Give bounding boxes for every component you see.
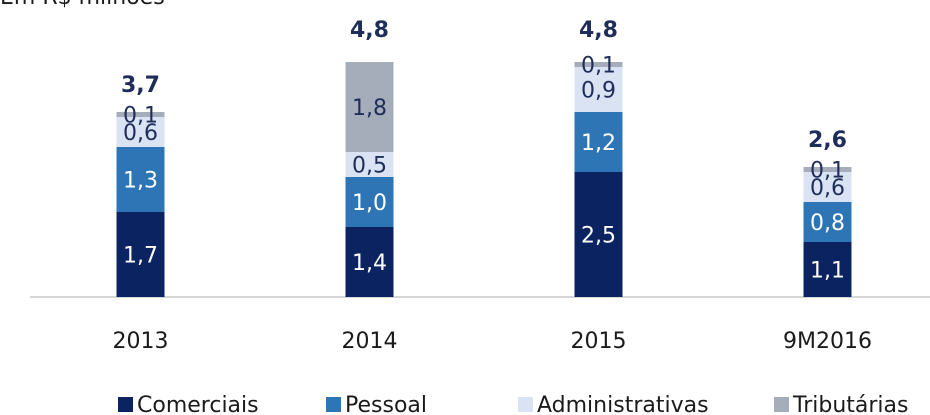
x-tick-label: 2013: [113, 329, 169, 354]
bar-segment: [345, 227, 394, 297]
legend-label: Administrativas: [537, 393, 709, 415]
chart-title: Em R$ milhões: [0, 0, 165, 10]
value-label: 1,2: [581, 131, 616, 156]
legend-label: Pessoal: [345, 393, 427, 415]
value-label: 2,5: [581, 224, 616, 249]
bar-segment: [116, 147, 165, 212]
bar-segment: [803, 167, 852, 172]
value-label: 0,5: [352, 154, 387, 179]
bar-segment: [803, 202, 852, 242]
total-label: 4,8: [579, 18, 618, 43]
bar-segment: [116, 212, 165, 297]
bar-segment: [345, 177, 394, 227]
legend-label: Tributárias: [792, 393, 908, 415]
x-tick-label: 9M2016: [783, 329, 872, 354]
total-label: 3,7: [121, 73, 160, 98]
value-label: 1,0: [352, 191, 387, 216]
bar-segment: [574, 67, 623, 112]
legend-swatch: [326, 397, 341, 412]
bar-segment: [574, 172, 623, 297]
bar-segment: [116, 117, 165, 147]
x-tick-label: 2014: [342, 329, 398, 354]
value-label: 0,1: [123, 104, 158, 129]
bar-segment: [345, 62, 394, 152]
bar-segment: [574, 112, 623, 172]
value-label: 1,1: [810, 259, 845, 284]
value-label: 0,8: [810, 211, 845, 236]
bar-segment: [116, 112, 165, 117]
bar-segment: [345, 152, 394, 177]
legend-swatch: [518, 397, 533, 412]
value-label: 1,4: [352, 251, 387, 276]
total-label: 2,6: [808, 128, 847, 153]
value-label: 0,1: [581, 54, 616, 79]
bar-segment: [803, 172, 852, 202]
value-label: 0,6: [810, 176, 845, 201]
bar-segment: [574, 62, 623, 67]
legend-label: Comerciais: [137, 393, 259, 415]
value-label: 0,1: [810, 159, 845, 184]
legend-swatch: [774, 397, 789, 412]
legend-swatch: [118, 397, 133, 412]
value-label: 1,8: [352, 96, 387, 121]
x-tick-label: 2015: [571, 329, 627, 354]
value-label: 1,7: [123, 244, 158, 269]
value-label: 1,3: [123, 169, 158, 194]
bar-segment: [803, 242, 852, 297]
value-label: 0,9: [581, 79, 616, 104]
total-label: 4,8: [350, 18, 389, 43]
value-label: 0,6: [123, 121, 158, 146]
